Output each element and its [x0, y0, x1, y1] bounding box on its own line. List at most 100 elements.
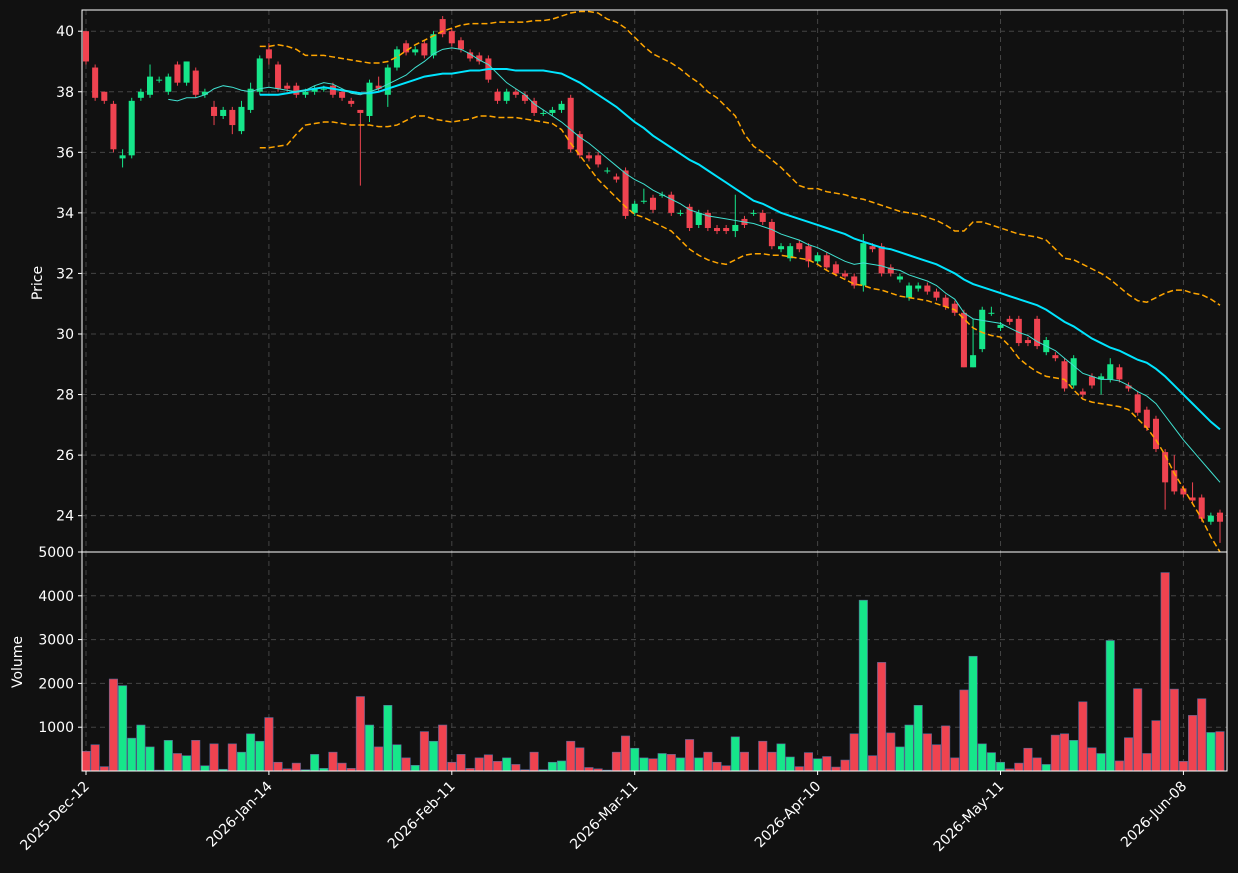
volume-bar [355, 696, 365, 771]
candle-body [979, 309, 986, 350]
candle-body [476, 55, 483, 62]
volume-bar [246, 733, 256, 771]
volume-bar [1078, 701, 1088, 771]
candle-body [1052, 355, 1059, 359]
volume-bar [941, 725, 951, 771]
candle-body [723, 228, 730, 232]
candle-body [1070, 358, 1077, 386]
volume-bar [456, 754, 466, 771]
candle-body [1216, 512, 1224, 522]
volume-bar [858, 599, 868, 771]
candle-body [1006, 318, 1013, 322]
y-tick-label: 4000 [38, 589, 74, 605]
overlay-line [168, 47, 1221, 483]
candle-body [1088, 376, 1095, 386]
volume-bar [145, 746, 155, 771]
volume-bar [172, 753, 182, 771]
y-tick-label: 40 [56, 24, 74, 40]
volume-bar [867, 755, 877, 771]
volume-bar [1142, 753, 1152, 771]
candle-body [631, 203, 638, 213]
volume-bar [1050, 734, 1060, 771]
candle-body [887, 267, 894, 274]
candle-body [467, 52, 474, 59]
candle-body [275, 64, 282, 89]
volume-bar [685, 739, 695, 771]
y-tick-label: 36 [56, 145, 74, 161]
volume-bar [904, 724, 914, 771]
candle-body [1162, 452, 1169, 483]
volume-bar [996, 761, 1006, 771]
candle-body [146, 76, 154, 95]
candle-body [823, 255, 830, 268]
candle-body [604, 170, 611, 172]
volume-bar [1041, 764, 1051, 771]
volume-bar [950, 757, 960, 771]
volume-bar [502, 757, 512, 771]
volume-bar [547, 761, 557, 771]
volume-bar [639, 757, 649, 771]
y-tick-label: 24 [56, 509, 74, 525]
volume-bar [392, 744, 402, 771]
volume-bar [584, 767, 594, 771]
volume-bar [1087, 747, 1097, 771]
volume-bar [831, 766, 841, 771]
candle-body [293, 85, 300, 95]
volume-bar [657, 753, 667, 771]
volume-bar [621, 735, 631, 771]
candle-body [92, 67, 99, 98]
volume-bar [959, 689, 969, 771]
volume-bar [328, 751, 338, 771]
candle-body [585, 155, 593, 159]
candles [82, 10, 1224, 552]
candle-body [220, 109, 227, 116]
y-tick-label: 34 [56, 206, 74, 222]
candle-body [119, 155, 126, 159]
volume-bar [255, 740, 265, 771]
volume-bar [1188, 715, 1198, 771]
candle-body [531, 100, 538, 113]
candle-body [540, 112, 547, 114]
volume-bar [236, 751, 246, 771]
candle-body [201, 91, 208, 95]
volume-bar [1160, 572, 1170, 771]
candle-body [649, 197, 657, 210]
candle-body [832, 264, 839, 274]
candle-body [284, 85, 291, 89]
candle-body [339, 91, 346, 98]
candle-body [787, 246, 794, 259]
volume-bar [1069, 740, 1079, 771]
volume-bar [1060, 733, 1070, 771]
candle-body [128, 100, 135, 156]
volume-bar [163, 740, 173, 771]
candle-body [238, 106, 245, 132]
candle-body [960, 312, 967, 368]
candle-body [412, 49, 419, 53]
volume-bar [429, 740, 439, 771]
volume-bar [1114, 760, 1124, 771]
volume-bar [730, 736, 740, 771]
volume-bar [99, 766, 109, 771]
candle-body [1098, 376, 1105, 380]
volume-bar [611, 751, 621, 771]
candle-body [457, 40, 464, 50]
y-tick-label: 28 [56, 388, 74, 404]
volume-bar [319, 768, 329, 771]
volume-bar [90, 744, 100, 771]
candle-body [503, 91, 510, 101]
candle-body [942, 297, 949, 307]
volume-bar [803, 752, 813, 771]
candle-body [750, 212, 757, 214]
candle-body [869, 246, 876, 250]
candle-body [82, 31, 90, 62]
volume-bar [767, 751, 777, 771]
volume-bar [1096, 753, 1106, 771]
volume-bar [721, 765, 731, 771]
candle-body [576, 134, 583, 156]
candle-body [366, 82, 373, 116]
volume-bar [136, 724, 146, 771]
volume-bar [465, 768, 475, 771]
candle-body [1189, 497, 1196, 501]
volume-bar [1197, 698, 1207, 771]
candle-body [403, 43, 410, 53]
